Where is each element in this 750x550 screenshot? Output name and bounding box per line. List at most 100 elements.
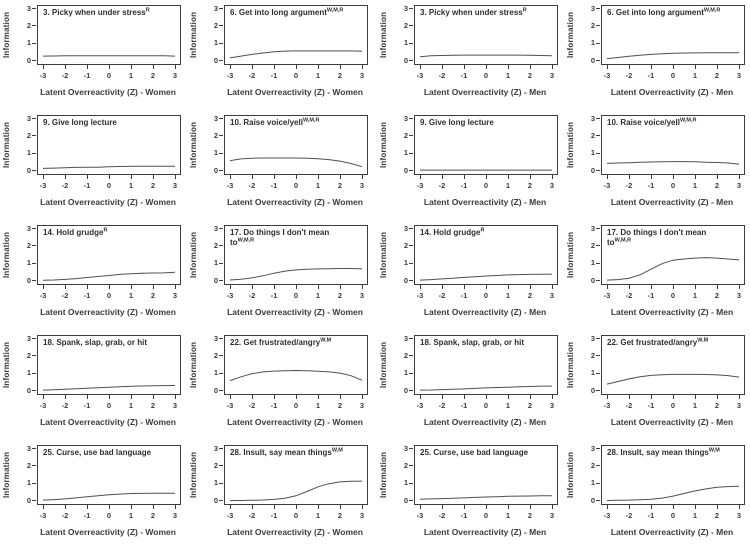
x-tick-mark <box>362 505 363 509</box>
y-tick-mark <box>32 465 36 467</box>
information-curve-line <box>606 373 740 385</box>
x-tick-label: -1 <box>647 71 655 80</box>
x-tick-mark <box>274 505 275 509</box>
information-curve <box>229 268 363 281</box>
x-tick-label: 1 <box>692 71 698 80</box>
x-tick-mark <box>629 395 630 399</box>
x-tick-label: -1 <box>270 291 278 300</box>
plot-title: 18. Spank, slap, grab, or hit <box>420 338 554 348</box>
x-tick-mark <box>87 285 88 289</box>
x-tick-mark <box>87 395 88 399</box>
x-tick-mark <box>230 175 231 179</box>
plot-area: 28. Insult, say mean thingsW,M <box>601 445 745 505</box>
y-tick-label: 1 <box>213 478 218 488</box>
x-tick-label: 2 <box>527 401 533 410</box>
x-tick-mark <box>274 175 275 179</box>
x-axis-title: Latent Overreactivity (Z) - Women <box>40 417 176 427</box>
y-tick-mark <box>219 228 223 229</box>
x-tick-mark <box>552 395 553 399</box>
x-tick-mark <box>607 395 608 399</box>
x-tick-label: -3 <box>226 71 234 80</box>
y-tick-label: 0 <box>213 275 218 285</box>
y-tick-mark <box>219 42 223 44</box>
x-tick-mark <box>43 505 44 509</box>
x-tick-label: 0 <box>670 511 676 520</box>
x-tick-label: 1 <box>128 181 134 190</box>
information-curve <box>230 480 363 501</box>
x-tick-label: 1 <box>128 401 134 410</box>
y-tick-label: 3 <box>213 333 218 343</box>
x-tick-mark <box>131 285 132 289</box>
x-tick-label: 3 <box>172 291 178 300</box>
x-tick-label: 3 <box>549 291 555 300</box>
plot-title-line1: 6. Get into long argument <box>607 8 704 17</box>
x-tick-mark <box>230 395 231 399</box>
x-tick-label: -2 <box>438 291 446 300</box>
x-tick-mark <box>131 395 132 399</box>
x-tick-mark <box>552 285 553 289</box>
x-tick-label: -2 <box>61 71 69 80</box>
plot-area: 3. Picky when under stressR <box>414 5 558 65</box>
x-tick-label: -3 <box>39 291 47 300</box>
x-tick-label: -2 <box>61 291 69 300</box>
y-tick-mark <box>596 338 600 339</box>
y-tick-mark <box>219 152 223 154</box>
y-tick-mark <box>219 8 223 9</box>
x-tick-label: 2 <box>714 181 720 190</box>
x-tick-mark <box>717 505 718 509</box>
y-axis-title: Information <box>566 11 575 59</box>
y-tick-mark <box>219 262 223 264</box>
x-tick-mark <box>340 395 341 399</box>
x-tick-mark <box>109 505 110 509</box>
y-tick-label: 2 <box>403 240 408 250</box>
information-curve <box>606 52 739 60</box>
x-tick-label: -2 <box>248 181 256 190</box>
x-tick-mark <box>131 175 132 179</box>
plot-title: 9. Give long lecture <box>43 118 177 128</box>
x-tick-label: 1 <box>692 181 698 190</box>
y-tick-mark <box>32 8 36 9</box>
x-tick-label: -2 <box>438 181 446 190</box>
x-axis-title: Latent Overreactivity (Z) - Women <box>227 527 363 537</box>
plot-area: 25. Curse, use bad language <box>414 445 558 505</box>
x-tick-label: -2 <box>61 401 69 410</box>
information-curve <box>42 55 176 57</box>
x-tick-mark <box>739 505 740 509</box>
x-tick-mark <box>87 175 88 179</box>
x-tick-label: 3 <box>549 511 555 520</box>
plot-title: 3. Picky when under stressR <box>43 8 177 18</box>
y-tick-mark <box>409 390 413 391</box>
plot-title: 17. Do things I don't mean toW,M,R <box>607 228 741 248</box>
y-tick-mark <box>596 118 600 119</box>
x-tick-label: 1 <box>692 511 698 520</box>
y-tick-label: 2 <box>213 240 218 250</box>
y-tick-label: 0 <box>26 165 31 175</box>
x-tick-mark <box>486 285 487 289</box>
x-tick-label: 0 <box>483 401 489 410</box>
y-tick-label: 2 <box>213 460 218 470</box>
x-axis-title: Latent Overreactivity (Z) - Men <box>610 527 734 537</box>
x-tick-label: 0 <box>483 181 489 190</box>
x-tick-label: -3 <box>416 401 424 410</box>
x-tick-label: 2 <box>337 401 343 410</box>
x-tick-mark <box>442 285 443 289</box>
y-tick-mark <box>409 280 413 281</box>
y-tick-label: 1 <box>213 368 218 378</box>
plot-title: 25. Curse, use bad language <box>420 448 554 458</box>
y-tick-label: 0 <box>590 495 595 505</box>
x-axis-title: Latent Overreactivity (Z) - Women <box>227 307 363 317</box>
plot-title-line1: 18. Spank, slap, grab, or hit <box>43 338 148 347</box>
x-tick-label: -3 <box>603 71 611 80</box>
y-tick-mark <box>409 262 413 264</box>
x-tick-mark <box>508 65 509 69</box>
y-axis-title: Information <box>379 121 388 169</box>
x-tick-mark <box>65 395 66 399</box>
subplot: Information 14. Hold grudgeR Latent Over… <box>378 220 565 330</box>
y-tick-label: 1 <box>213 38 218 48</box>
x-tick-label: 1 <box>505 401 511 410</box>
information-curve-line <box>419 495 552 500</box>
subplot: Information 18. Spank, slap, grab, or hi… <box>378 330 565 440</box>
information-curve <box>42 492 175 501</box>
y-tick-label: 1 <box>26 478 31 488</box>
y-tick-label: 1 <box>590 38 595 48</box>
